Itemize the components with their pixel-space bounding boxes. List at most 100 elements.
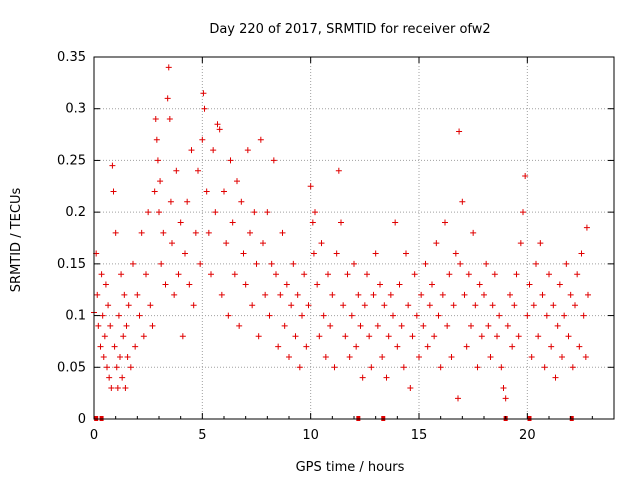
data-point xyxy=(147,302,154,309)
data-point xyxy=(322,353,329,360)
data-point xyxy=(448,353,455,360)
data-point xyxy=(123,322,130,329)
data-point xyxy=(244,147,251,154)
data-point xyxy=(426,302,433,309)
data-point xyxy=(548,343,555,350)
data-point xyxy=(585,291,591,298)
data-point xyxy=(483,260,490,267)
data-point xyxy=(561,312,568,319)
data-point xyxy=(104,364,110,371)
data-point xyxy=(114,384,121,391)
data-point xyxy=(208,271,214,278)
data-point xyxy=(431,333,438,340)
data-point xyxy=(299,312,305,319)
data-point xyxy=(377,281,383,288)
data-point xyxy=(182,250,188,257)
data-point xyxy=(309,219,316,226)
data-point xyxy=(429,281,435,288)
data-point xyxy=(296,364,303,371)
data-point xyxy=(190,302,197,309)
data-point xyxy=(413,312,420,319)
data-point xyxy=(236,322,243,329)
data-point xyxy=(470,229,477,236)
data-point xyxy=(580,312,587,319)
data-point xyxy=(361,302,368,309)
data-point xyxy=(255,333,262,340)
data-point xyxy=(121,291,128,298)
data-point xyxy=(115,312,122,319)
data-point xyxy=(234,178,240,185)
data-point xyxy=(98,271,105,278)
data-point xyxy=(383,374,390,381)
data-point xyxy=(535,333,542,340)
data-point xyxy=(437,364,444,371)
x-axis-label: GPS time / hours xyxy=(296,460,405,475)
data-point xyxy=(305,302,312,309)
data-point xyxy=(120,333,127,340)
data-point xyxy=(364,271,370,278)
data-point xyxy=(106,374,113,381)
data-point xyxy=(513,271,520,278)
data-point xyxy=(446,271,453,278)
data-point xyxy=(136,312,143,319)
data-point xyxy=(186,281,193,288)
data-point xyxy=(357,322,364,329)
plot-frame xyxy=(93,56,615,420)
data-point xyxy=(130,260,136,267)
data-point xyxy=(290,260,297,267)
x-tick-label: 20 xyxy=(519,428,536,443)
chart-title: Day 220 of 2017, SRMTID for receiver ofw… xyxy=(209,22,490,37)
data-point xyxy=(117,353,123,360)
data-point xyxy=(184,198,191,205)
data-point xyxy=(465,271,472,278)
data-point xyxy=(97,343,104,350)
data-point xyxy=(476,281,483,288)
data-point xyxy=(249,302,256,309)
data-point xyxy=(294,291,301,298)
data-point xyxy=(359,374,366,381)
data-point xyxy=(409,333,416,340)
data-point xyxy=(132,343,139,350)
data-point xyxy=(260,240,266,247)
data-point xyxy=(457,260,464,267)
data-point xyxy=(165,64,172,71)
data-point xyxy=(188,147,195,154)
data-point xyxy=(151,188,158,195)
data-point xyxy=(95,322,102,329)
data-point xyxy=(509,343,516,350)
data-point xyxy=(312,209,318,216)
data-point xyxy=(494,333,500,340)
data-point xyxy=(533,260,539,267)
data-point xyxy=(231,271,238,278)
data-point xyxy=(140,333,147,340)
data-point xyxy=(316,333,323,340)
data-point xyxy=(355,291,362,298)
data-point xyxy=(192,229,199,236)
data-point xyxy=(125,302,132,309)
data-point xyxy=(318,240,325,247)
data-point xyxy=(444,322,451,329)
data-point xyxy=(177,219,184,226)
data-point xyxy=(288,302,295,309)
data-point xyxy=(200,90,207,97)
data-point xyxy=(439,291,446,298)
data-point xyxy=(107,322,114,329)
data-point xyxy=(569,364,576,371)
data-point xyxy=(310,250,317,257)
data-point xyxy=(420,322,427,329)
grid-lines xyxy=(94,57,614,419)
data-point xyxy=(520,209,526,216)
data-point xyxy=(340,302,347,309)
data-point xyxy=(333,250,340,257)
data-point xyxy=(498,364,505,371)
data-point xyxy=(435,312,442,319)
data-point xyxy=(214,121,221,128)
data-point xyxy=(153,136,160,143)
data-point xyxy=(374,322,381,329)
data-point xyxy=(251,209,258,216)
data-point xyxy=(105,302,112,309)
data-point xyxy=(489,302,496,309)
data-point xyxy=(515,333,522,340)
data-point xyxy=(370,291,377,298)
data-point xyxy=(474,364,481,371)
